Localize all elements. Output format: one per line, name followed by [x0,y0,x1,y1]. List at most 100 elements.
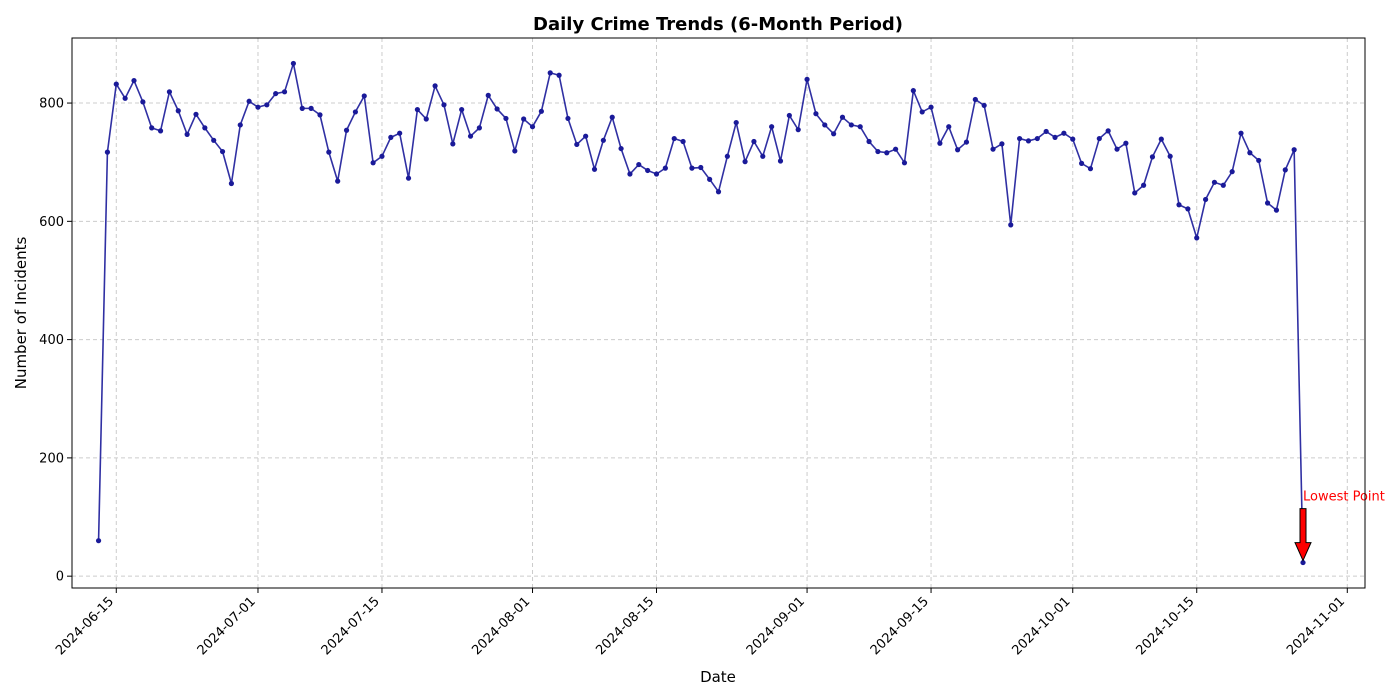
data-point [795,127,801,133]
data-point [671,135,677,142]
data-point [1008,222,1014,228]
data-point [1220,182,1226,188]
data-point [175,108,181,114]
data-point [352,109,358,115]
annotation-label: Lowest Point [1303,490,1385,505]
data-point [1017,135,1023,142]
data-point [609,114,615,120]
plot-frame [71,37,1366,589]
data-point [264,102,270,108]
data-point [1043,128,1049,135]
data-point [839,114,846,120]
y-tick-label: 400 [39,333,64,348]
data-point [901,160,908,166]
data-point [299,105,305,111]
data-point [494,106,500,112]
data-point [928,104,934,110]
data-point [707,176,713,182]
grid-lines [72,38,1365,588]
data-point [1247,150,1253,156]
data-point [370,160,376,166]
data-point [1149,154,1156,160]
data-point [388,134,394,140]
data-point [335,178,341,184]
data-point [1194,235,1200,241]
data-point [689,165,695,171]
data-point [361,93,367,99]
data-point [1061,130,1067,136]
data-point [831,131,837,137]
data-point [405,175,412,181]
data-point [450,141,456,147]
data-point [1096,135,1102,142]
data-point [777,158,784,164]
data-point [1185,206,1191,212]
data-point [1167,153,1173,159]
data-point [662,165,668,171]
annotation-layer: Lowest Point [1294,490,1385,562]
data-point [467,133,474,139]
data-point [379,153,385,159]
data-point [1105,128,1111,134]
data-point [485,92,491,98]
data-point [591,166,598,172]
data-point [476,125,482,131]
y-tick-label: 800 [39,97,64,112]
data-point [1273,207,1280,213]
data-point [459,106,465,113]
data-point [104,149,111,155]
data-point [919,109,925,115]
data-point [769,124,775,130]
data-point [202,125,208,131]
data-point [893,146,899,152]
data-point [583,133,589,139]
y-axis-label: Number of Incidents [12,237,30,390]
data-point [1087,166,1094,172]
data-point [715,189,722,195]
data-point [999,141,1005,147]
y-tick-label: 200 [39,451,64,466]
data-point [140,99,146,105]
data-point [1158,136,1164,142]
data-point [627,171,633,177]
data-point [547,70,553,76]
data-point [786,112,792,119]
data-point [733,119,739,126]
data-point [1114,146,1120,152]
data-point [255,104,261,110]
data-point [308,105,314,111]
data-point [963,139,970,145]
y-tick-label: 0 [56,570,64,585]
data-point [1141,182,1147,188]
data-point [955,147,961,153]
data-point [228,180,235,187]
data-point [273,90,279,97]
data-point [193,111,199,117]
data-point [937,140,943,146]
data-point [512,148,518,154]
data-point [645,167,651,174]
data-point [1264,200,1271,206]
data-point [343,127,350,133]
data-point [1025,138,1032,144]
data-point [1123,140,1129,146]
data-point [1256,157,1262,164]
data-point [441,102,447,108]
data-point [813,111,819,117]
data-point [184,131,190,137]
data-point [698,164,704,171]
data-point [317,112,323,118]
data-point [157,128,164,134]
chart-title: Daily Crime Trends (6-Month Period) [533,14,903,35]
data-point [884,150,890,156]
data-point [1282,167,1288,173]
data-point [848,122,854,128]
data-point [751,138,757,145]
series-layer [95,60,1306,566]
data-point [1229,169,1235,175]
data-point [290,60,296,67]
data-point [742,159,748,165]
data-point [556,72,562,78]
